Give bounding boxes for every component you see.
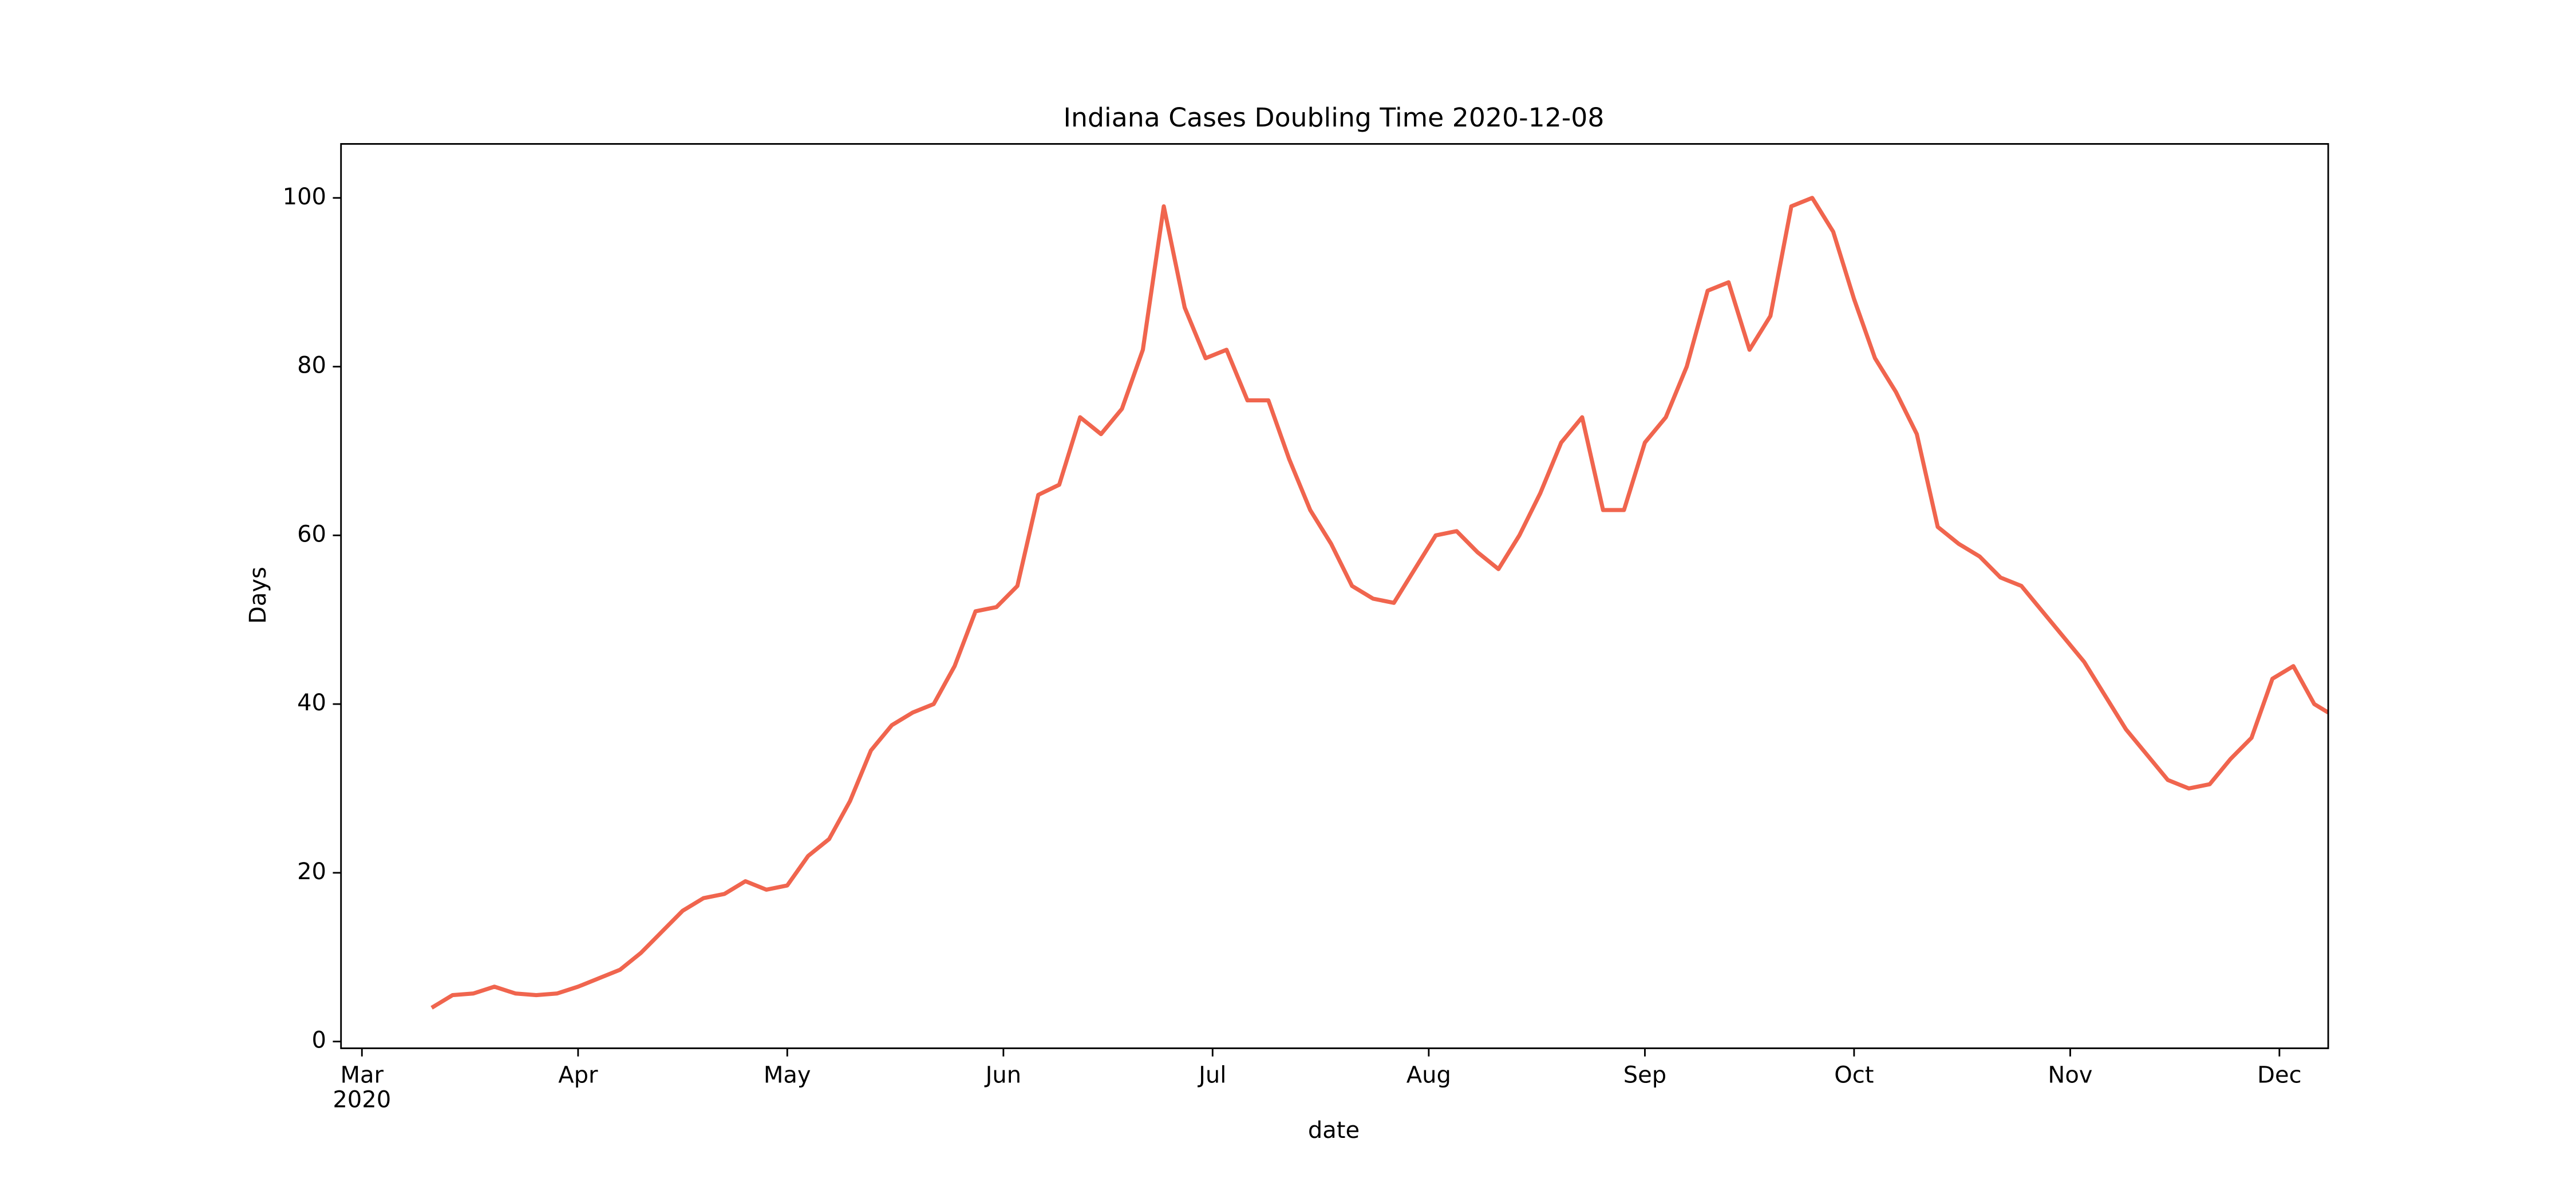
y-axis-label: Days: [245, 567, 271, 624]
plot-frame: [340, 143, 2329, 1049]
x-tick-label: Jun: [984, 1062, 1022, 1088]
x-tick-label: Nov: [2048, 1062, 2092, 1088]
y-tick-label: 40: [297, 690, 326, 716]
x-tick-label: Oct: [1834, 1062, 1874, 1088]
y-tick-label: 60: [297, 521, 326, 547]
x-axis-label: date: [1308, 1117, 1360, 1144]
x-tick-label: Jul: [1197, 1062, 1226, 1088]
data-line: [430, 196, 2329, 1010]
x-tick-label: Mar 2020: [333, 1062, 391, 1113]
x-tick-label: Dec: [2257, 1062, 2301, 1088]
y-tick-label: 0: [312, 1027, 326, 1054]
background: [20, 0, 2556, 1202]
y-tick-label: 100: [283, 184, 326, 210]
x-tick-label: Sep: [1623, 1062, 1666, 1088]
x-tick-label: Aug: [1406, 1062, 1451, 1088]
y-tick-label: 20: [297, 859, 326, 885]
x-tick-label: Apr: [558, 1062, 598, 1088]
chart-title: Indiana Cases Doubling Time 2020-12-08: [1064, 102, 1605, 133]
y-tick-label: 80: [297, 353, 326, 379]
x-tick-label: May: [764, 1062, 811, 1088]
